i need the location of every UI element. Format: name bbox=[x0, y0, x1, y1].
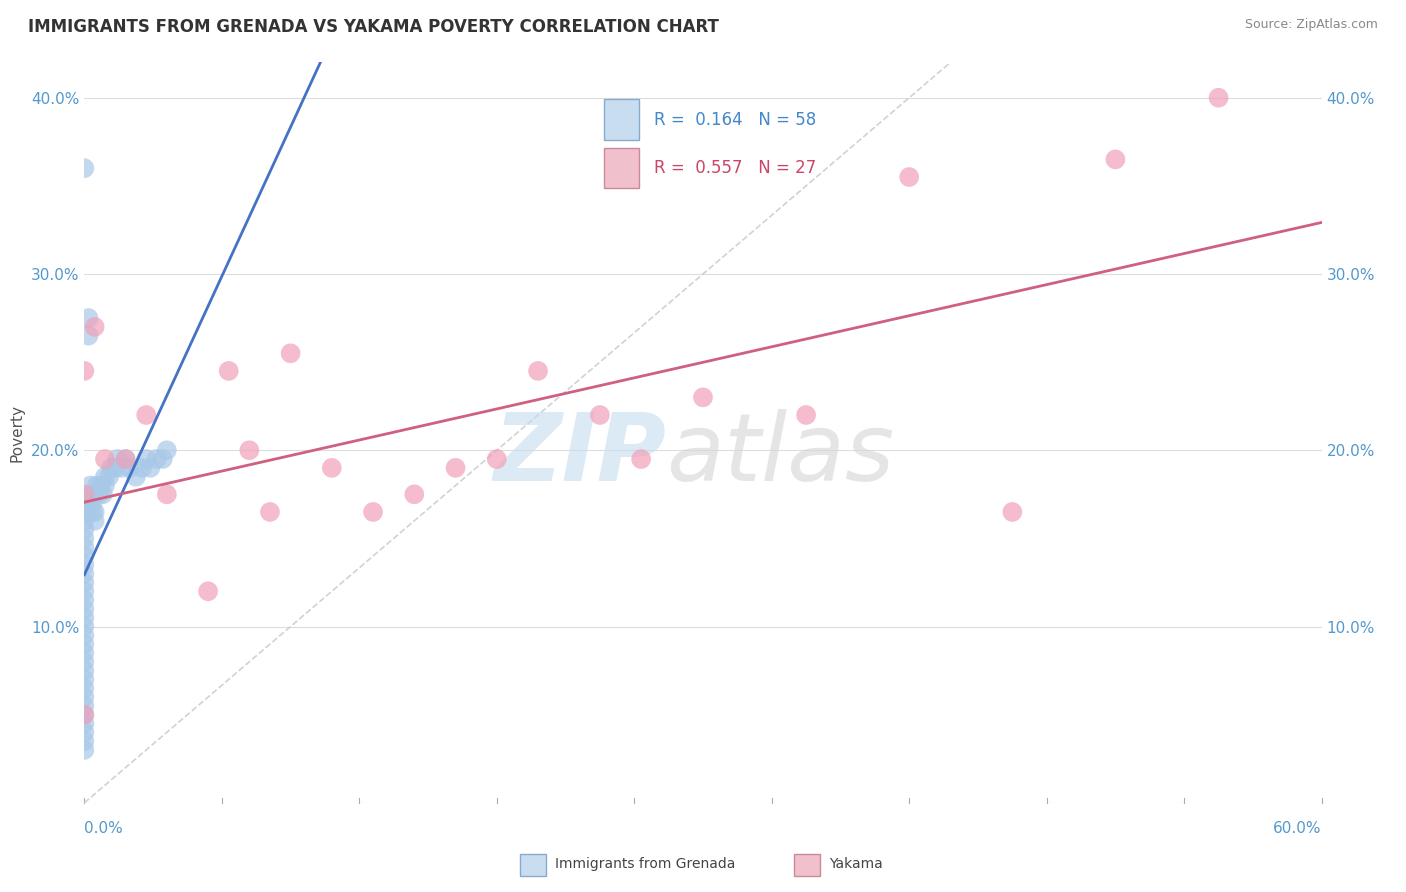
Point bbox=[73, 487, 96, 501]
Point bbox=[86, 478, 108, 492]
Point bbox=[73, 610, 96, 624]
Text: Source: ZipAtlas.com: Source: ZipAtlas.com bbox=[1244, 18, 1378, 31]
Point bbox=[527, 364, 550, 378]
Text: R =  0.164   N = 58: R = 0.164 N = 58 bbox=[654, 111, 815, 128]
Point bbox=[404, 487, 426, 501]
FancyBboxPatch shape bbox=[605, 147, 638, 188]
Point bbox=[73, 558, 96, 572]
FancyBboxPatch shape bbox=[605, 99, 638, 140]
Point bbox=[135, 452, 157, 467]
Point bbox=[82, 496, 104, 510]
Point bbox=[73, 549, 96, 563]
Text: R =  0.557   N = 27: R = 0.557 N = 27 bbox=[654, 159, 815, 177]
Point bbox=[118, 461, 141, 475]
Point bbox=[83, 505, 105, 519]
Point bbox=[114, 452, 136, 467]
Point bbox=[73, 566, 96, 581]
Point bbox=[259, 505, 281, 519]
Point bbox=[73, 716, 96, 731]
Point bbox=[73, 496, 96, 510]
Point bbox=[114, 452, 136, 467]
Point bbox=[94, 452, 117, 467]
Text: atlas: atlas bbox=[666, 409, 894, 500]
Point bbox=[110, 461, 132, 475]
Point bbox=[361, 505, 384, 519]
Point bbox=[79, 487, 101, 501]
Point bbox=[73, 619, 96, 633]
Point bbox=[91, 487, 114, 501]
Point bbox=[82, 505, 104, 519]
Point bbox=[280, 346, 302, 360]
Point bbox=[73, 673, 96, 687]
Point bbox=[156, 487, 179, 501]
Point bbox=[73, 743, 96, 757]
Text: 60.0%: 60.0% bbox=[1274, 822, 1322, 837]
Point bbox=[131, 461, 153, 475]
Point bbox=[73, 734, 96, 748]
Point bbox=[105, 452, 128, 467]
Point bbox=[485, 452, 508, 467]
Point bbox=[77, 311, 100, 326]
Point bbox=[104, 461, 127, 475]
Point bbox=[73, 646, 96, 660]
Point bbox=[73, 698, 96, 713]
Text: ZIP: ZIP bbox=[494, 409, 666, 500]
Point bbox=[79, 478, 101, 492]
Point bbox=[197, 584, 219, 599]
Point bbox=[73, 690, 96, 704]
Point bbox=[83, 514, 105, 528]
Point bbox=[73, 681, 96, 696]
Text: 0.0%: 0.0% bbox=[84, 822, 124, 837]
Point bbox=[73, 514, 96, 528]
Point bbox=[73, 540, 96, 554]
Point bbox=[73, 707, 96, 722]
Point bbox=[87, 487, 110, 501]
Point bbox=[794, 408, 817, 422]
Point bbox=[73, 161, 96, 176]
Point bbox=[73, 628, 96, 642]
Point bbox=[73, 602, 96, 616]
Text: Yakama: Yakama bbox=[830, 857, 883, 871]
Point bbox=[1104, 153, 1126, 167]
Point bbox=[90, 478, 112, 492]
Point bbox=[898, 169, 921, 184]
Point bbox=[100, 461, 122, 475]
Point bbox=[94, 469, 117, 483]
Point bbox=[73, 664, 96, 678]
Point bbox=[238, 443, 260, 458]
Point bbox=[321, 461, 343, 475]
Point bbox=[692, 390, 714, 404]
Point bbox=[83, 319, 105, 334]
Point bbox=[444, 461, 467, 475]
Point bbox=[135, 408, 157, 422]
Text: IMMIGRANTS FROM GRENADA VS YAKAMA POVERTY CORRELATION CHART: IMMIGRANTS FROM GRENADA VS YAKAMA POVERT… bbox=[28, 18, 718, 36]
Point bbox=[73, 523, 96, 537]
Point bbox=[73, 575, 96, 590]
Point bbox=[156, 443, 179, 458]
Point bbox=[1208, 91, 1230, 105]
Point bbox=[73, 593, 96, 607]
Text: Immigrants from Grenada: Immigrants from Grenada bbox=[555, 857, 735, 871]
Point bbox=[145, 452, 167, 467]
Point bbox=[125, 469, 148, 483]
Point bbox=[139, 461, 162, 475]
Point bbox=[73, 725, 96, 739]
Point bbox=[630, 452, 652, 467]
Point bbox=[218, 364, 240, 378]
Point bbox=[73, 707, 96, 722]
Point bbox=[98, 469, 121, 483]
Point bbox=[73, 532, 96, 546]
Point bbox=[73, 505, 96, 519]
Point bbox=[73, 584, 96, 599]
Point bbox=[94, 478, 117, 492]
Point bbox=[77, 328, 100, 343]
Point bbox=[1001, 505, 1024, 519]
Point bbox=[589, 408, 612, 422]
Point bbox=[73, 364, 96, 378]
Point bbox=[152, 452, 174, 467]
Point bbox=[73, 637, 96, 651]
Point bbox=[73, 655, 96, 669]
Y-axis label: Poverty: Poverty bbox=[8, 403, 24, 462]
